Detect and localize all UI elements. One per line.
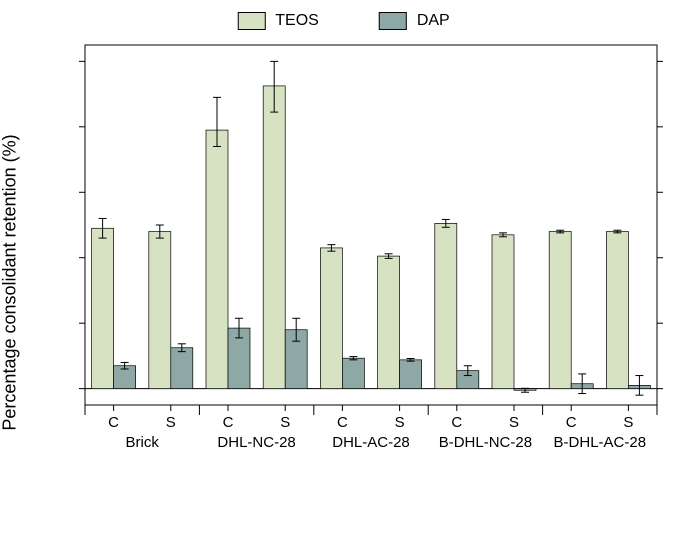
group-label-DHL-NC-28: DHL-NC-28 — [217, 434, 295, 451]
bar-DHL-NC-28-C-TEOS — [206, 130, 228, 389]
xtick-Brick-S: S — [166, 414, 176, 431]
legend-label-dap: DAP — [417, 12, 450, 30]
group-label-B-DHL-NC-28: B-DHL-NC-28 — [439, 434, 532, 451]
xtick-DHL-AC-28-C: C — [337, 414, 348, 431]
bar-B-DHL-AC-28-C-TEOS — [549, 232, 571, 389]
xtick-B-DHL-AC-28-S: S — [623, 414, 633, 431]
bar-B-DHL-NC-28-C-TEOS — [435, 223, 457, 388]
group-label-B-DHL-AC-28: B-DHL-AC-28 — [554, 434, 647, 451]
bar-Brick-S-TEOS — [149, 232, 171, 389]
bar-DHL-AC-28-S-TEOS — [378, 256, 400, 389]
legend-label-teos: TEOS — [275, 12, 319, 30]
bar-B-DHL-AC-28-S-TEOS — [606, 232, 628, 389]
bar-DHL-AC-28-C-TEOS — [320, 248, 342, 389]
xtick-B-DHL-NC-28-S: S — [509, 414, 519, 431]
legend-swatch-dap — [379, 12, 407, 30]
legend: TEOS DAP — [237, 12, 449, 30]
xtick-DHL-NC-28-C: C — [223, 414, 234, 431]
xtick-B-DHL-AC-28-C: C — [566, 414, 577, 431]
plot-area: 020406080100CSBrickCSDHL-NC-28CSDHL-AC-2… — [75, 40, 665, 460]
group-label-DHL-AC-28: DHL-AC-28 — [332, 434, 410, 451]
xtick-DHL-NC-28-S: S — [280, 414, 290, 431]
bar-B-DHL-NC-28-S-TEOS — [492, 235, 514, 389]
legend-swatch-teos — [237, 12, 265, 30]
bar-Brick-C-TEOS — [92, 228, 114, 388]
bar-DHL-AC-28-S-DAP — [400, 360, 422, 389]
y-axis-label: Percentage consolidant retention (%) — [0, 134, 21, 430]
bar-DHL-NC-28-S-TEOS — [263, 86, 285, 389]
bar-DHL-AC-28-C-DAP — [342, 358, 364, 388]
xtick-Brick-C: C — [108, 414, 119, 431]
xtick-B-DHL-NC-28-C: C — [451, 414, 462, 431]
chart-container: TEOS DAP Percentage consolidant retentio… — [0, 0, 687, 543]
xtick-DHL-AC-28-S: S — [395, 414, 405, 431]
bar-Brick-S-DAP — [171, 348, 193, 389]
legend-item-dap: DAP — [379, 12, 450, 30]
group-label-Brick: Brick — [126, 434, 160, 451]
legend-item-teos: TEOS — [237, 12, 319, 30]
